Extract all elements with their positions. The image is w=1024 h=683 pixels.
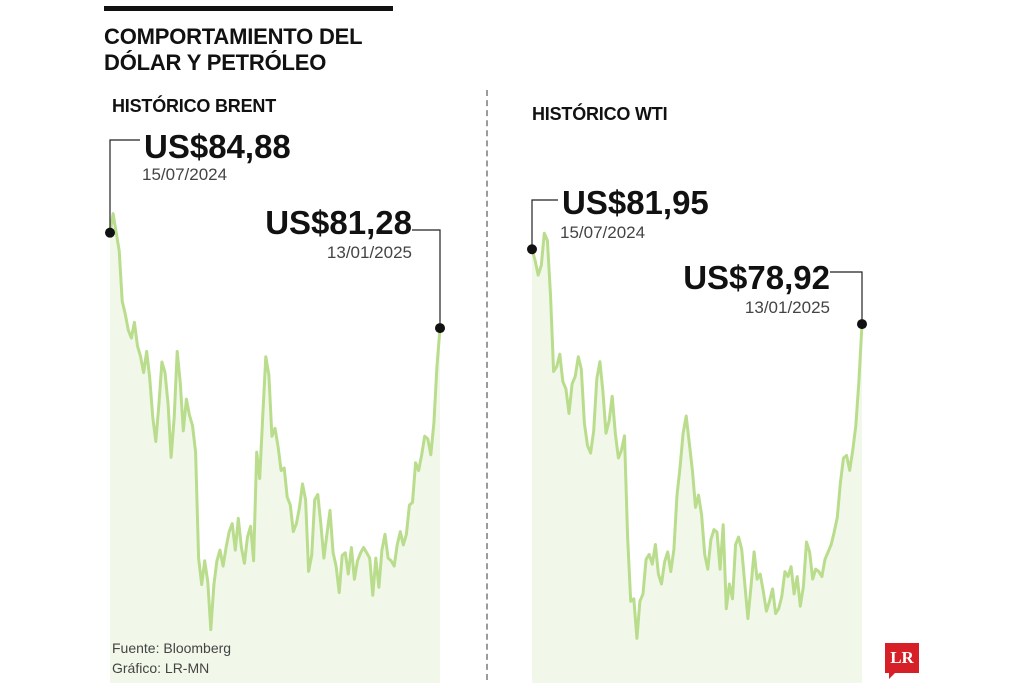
brent-start-leader <box>109 139 140 233</box>
brent-end-date: 13/01/2025 <box>327 243 412 262</box>
wti-start-date: 15/07/2024 <box>560 223 645 242</box>
brent-end-price: US$81,28 <box>265 204 412 241</box>
lr-logo: LR <box>885 643 919 679</box>
wti-price-line <box>530 231 864 640</box>
graphic-credit: Gráfico: LR-MN <box>112 660 210 676</box>
brent-price-line <box>108 212 442 632</box>
wti-start-price: US$81,95 <box>562 184 709 221</box>
chart-title-brent: HISTÓRICO BRENT <box>112 96 277 116</box>
title-rule <box>104 6 393 11</box>
brent-end-leader <box>412 229 441 329</box>
chart-title-wti: HISTÓRICO WTI <box>532 104 668 124</box>
brent-start-point <box>105 227 115 238</box>
brent-area-fill <box>110 213 440 683</box>
panel-divider <box>486 90 488 680</box>
wti-area-fill <box>532 233 862 683</box>
wti-end-leader <box>830 271 863 325</box>
wti-end-point <box>857 319 867 330</box>
wti-end-price: US$78,92 <box>683 259 830 296</box>
brent-start-date: 15/07/2024 <box>142 165 227 184</box>
wti-start-point <box>527 244 537 255</box>
brent-start-price: US$84,88 <box>144 128 291 165</box>
wti-end-date: 13/01/2025 <box>745 298 830 317</box>
brent-end-point <box>435 323 445 334</box>
page-title: COMPORTAMIENTO DEL DÓLAR Y PETRÓLEO <box>104 24 363 75</box>
wti-start-leader <box>531 199 558 250</box>
source-note: Fuente: Bloomberg <box>112 640 232 656</box>
